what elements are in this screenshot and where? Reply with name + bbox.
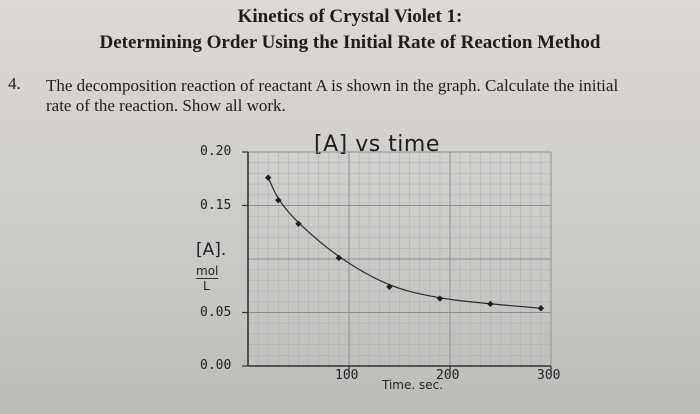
y-tick-label: 0.05 <box>200 304 232 320</box>
y-tick-label: 0.20 <box>200 144 232 159</box>
data-point <box>537 305 545 312</box>
question-text-line1: The decomposition reaction of reactant A… <box>46 76 619 95</box>
data-point <box>275 196 282 204</box>
grid <box>247 151 552 367</box>
y-axis-unit-fraction-bar <box>196 278 218 279</box>
x-tick-label: 300 <box>537 368 561 383</box>
x-axis-label: Time. sec. <box>382 378 444 392</box>
data-point <box>487 300 494 308</box>
y-tick-label: 0.15 <box>200 197 232 213</box>
concentration-curve <box>267 177 541 309</box>
question-text-line2: rate of the reaction. Show all work. <box>46 96 286 115</box>
y-axis-label: [A]. <box>196 240 227 260</box>
axes <box>242 151 552 372</box>
worksheet-title: Kinetics of Crystal Violet 1: <box>237 6 463 27</box>
graph-title: [A] vs time <box>314 132 440 157</box>
x-tick-label: 100 <box>335 368 359 383</box>
y-axis-unit-numerator: mol <box>196 264 219 278</box>
data-point <box>265 174 272 181</box>
data-points <box>265 174 545 312</box>
x-tick-label: 200 <box>436 368 460 383</box>
data-point <box>386 283 393 291</box>
data-point <box>295 220 302 227</box>
data-point <box>335 254 343 262</box>
question-number: 4. <box>8 74 21 93</box>
y-tick-label: 0.00 <box>200 358 232 373</box>
data-point <box>436 295 444 302</box>
worksheet-subtitle: Determining Order Using the Initial Rate… <box>99 32 601 53</box>
y-axis-unit-denominator: L <box>203 279 210 293</box>
